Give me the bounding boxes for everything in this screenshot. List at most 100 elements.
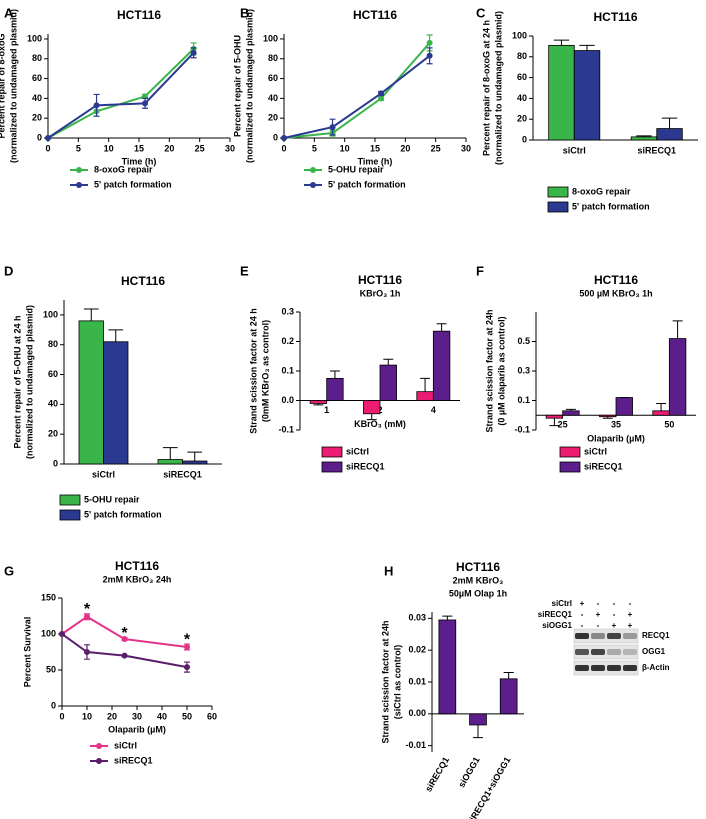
y-tick-label: -0.1 xyxy=(278,424,294,434)
y-tick-label: 0.3 xyxy=(517,365,530,375)
bar xyxy=(469,713,487,726)
panel: D HCT116 Percent repair of 5-OHU at 24 h (n… xyxy=(4,263,222,521)
x-tick-label: 15 xyxy=(134,143,144,153)
legend-marker xyxy=(547,201,569,213)
blot-sign: - xyxy=(581,610,584,619)
y-tick-label: 100 xyxy=(263,33,278,43)
x-tick-label: 10 xyxy=(104,143,114,153)
blot-band xyxy=(607,633,621,639)
series-line xyxy=(283,42,431,139)
data-point xyxy=(142,100,149,107)
blot-sign: + xyxy=(580,599,585,608)
blot-band xyxy=(591,633,605,639)
x-tick-label: 60 xyxy=(207,711,217,721)
legend-marker xyxy=(76,167,82,173)
error-bar xyxy=(329,370,340,379)
blot-sign: + xyxy=(612,621,617,630)
error-bar xyxy=(366,413,377,421)
legend-marker xyxy=(76,182,82,188)
y-axis-label: Percent repair of 5-OHU at 24 h xyxy=(12,315,22,448)
error-bar xyxy=(108,329,124,342)
x-tick-label: 50 xyxy=(664,420,674,430)
bar xyxy=(545,414,564,419)
x-tick-label: 35 xyxy=(611,420,621,430)
legend-marker xyxy=(321,461,343,473)
x-tick-label: 5 xyxy=(76,143,81,153)
y-tick-label: 40 xyxy=(48,399,58,409)
legend-label: siCtrl xyxy=(346,446,369,456)
error-bar xyxy=(187,451,203,462)
data-point xyxy=(378,90,385,97)
x-tick-label: 40 xyxy=(157,711,167,721)
x-tick-label: 30 xyxy=(461,143,471,153)
series-line xyxy=(61,633,188,669)
blot-sign: + xyxy=(596,610,601,619)
chart-title: HCT116 xyxy=(121,274,165,288)
blot-label: β-Actin xyxy=(642,663,670,672)
legend-label: siCtrl xyxy=(584,446,607,456)
annotation: * xyxy=(184,631,191,648)
chart-title: HCT116 xyxy=(358,273,402,287)
data-point xyxy=(426,52,433,59)
x-tick-label: 15 xyxy=(370,143,380,153)
y-axis-label: Percent repair of 5-OHU xyxy=(232,35,242,137)
blot-condition: siRECQ1 xyxy=(538,610,573,619)
series-line xyxy=(47,48,195,139)
data-point xyxy=(184,664,190,671)
legend-marker xyxy=(96,743,102,749)
series-line xyxy=(61,615,188,648)
chart-subtitle: KBrO₃ 1h xyxy=(360,288,401,298)
y-tick-label: 0.01 xyxy=(408,676,426,686)
bar xyxy=(78,320,104,465)
y-axis-label: (normalized to undamaged plasmid) xyxy=(8,9,18,163)
data-point xyxy=(121,652,128,659)
blot-condition: siOGG1 xyxy=(542,621,572,630)
legend-marker xyxy=(59,509,81,521)
x-axis-label: Olaparib (µM) xyxy=(108,724,166,734)
x-tick-label: 5 xyxy=(312,143,317,153)
x-axis-label: Time (h) xyxy=(358,156,393,166)
chart-title: HCT116 xyxy=(593,10,637,24)
x-tick-label: 0 xyxy=(45,143,50,153)
x-tick-label: 20 xyxy=(107,711,117,721)
annotation: * xyxy=(121,625,128,642)
legend-label: 5' patch formation xyxy=(94,179,172,189)
blot-sign: + xyxy=(628,610,633,619)
panel: A HCT116 Percent repair of 8-oxoG (normaliz… xyxy=(0,5,235,189)
x-tick-label: 30 xyxy=(132,711,142,721)
y-axis-label: (0mM KBrO₃ as control) xyxy=(260,320,270,422)
blot-band xyxy=(623,665,637,671)
y-tick-label: 60 xyxy=(268,73,278,83)
y-tick-label: 80 xyxy=(517,51,527,61)
y-tick-label: 20 xyxy=(48,429,58,439)
y-tick-label: 40 xyxy=(32,93,42,103)
data-point xyxy=(93,102,100,109)
blot-sign: + xyxy=(628,621,633,630)
bar xyxy=(432,330,451,401)
panel-letter: E xyxy=(240,263,249,278)
legend-label: siRECQ1 xyxy=(114,755,153,765)
blot-label: RECQ1 xyxy=(642,631,670,640)
panel-letter: A xyxy=(4,5,14,20)
panel-letter: B xyxy=(240,5,249,20)
y-tick-label: 60 xyxy=(48,369,58,379)
legend-label: siRECQ1 xyxy=(346,461,385,471)
legend-marker xyxy=(559,446,581,458)
x-tick-label: 20 xyxy=(400,143,410,153)
data-point xyxy=(184,643,190,650)
y-axis-label: Percent repair of 8-oxoG at 24 h xyxy=(481,20,491,156)
y-tick-label: -0.01 xyxy=(405,740,426,750)
y-tick-label: 20 xyxy=(517,114,527,124)
x-axis-label: KBrO₃ (mM) xyxy=(354,419,406,429)
bar xyxy=(499,678,518,715)
legend-label: 8-oxoG repair xyxy=(94,164,153,174)
panel-letter: G xyxy=(4,563,14,578)
blot-band xyxy=(575,633,589,639)
bar xyxy=(182,460,208,465)
error-bar xyxy=(442,615,453,620)
chart-title: HCT116 xyxy=(115,559,159,573)
bar xyxy=(416,391,434,401)
y-tick-label: 0 xyxy=(522,134,527,144)
